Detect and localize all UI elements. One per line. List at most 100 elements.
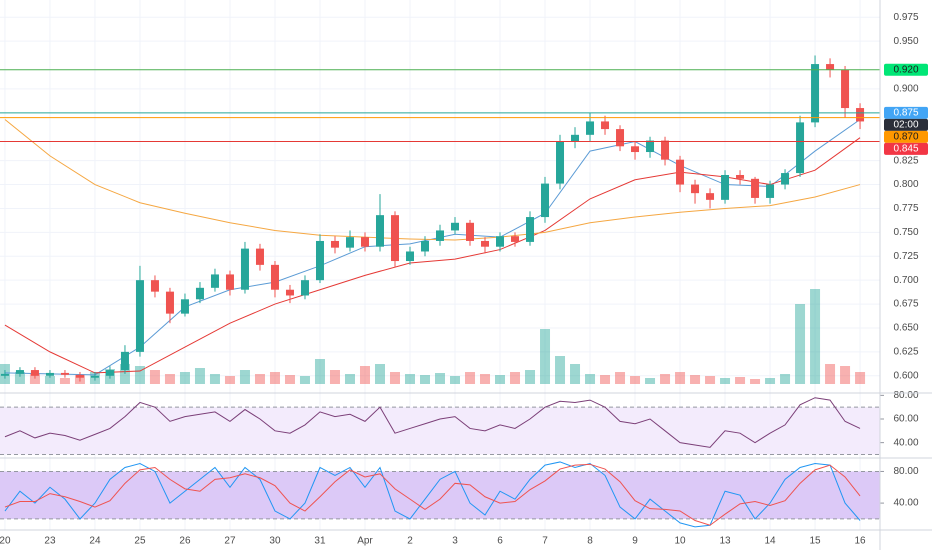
volume-bar [510, 372, 521, 384]
volume-bar [44, 376, 55, 384]
price-label-box [884, 118, 928, 131]
volume-bar [570, 364, 581, 384]
x-tick-label: 25 [134, 536, 146, 547]
indicator-band [0, 471, 880, 519]
price-label: 0.875 [893, 107, 918, 118]
candle-body [466, 222, 475, 241]
price-label-box [884, 130, 928, 143]
candle-body [120, 351, 129, 371]
y-tick-label: 0.625 [893, 347, 918, 358]
candle-body [330, 240, 339, 248]
indicator-band [0, 407, 880, 455]
volume-bar [435, 373, 445, 384]
x-tick-label: Apr [357, 536, 373, 547]
candle-body [616, 129, 625, 147]
x-tick-label: 16 [854, 536, 866, 547]
candle-body [180, 299, 189, 314]
candle-body [601, 121, 610, 130]
x-tick-label: 20 [0, 536, 11, 547]
y-tick-label: 0.825 [893, 155, 918, 166]
volume-bar [585, 374, 596, 384]
volume-bar [389, 372, 400, 384]
volume-bar [254, 374, 265, 384]
candle-body [826, 64, 835, 70]
x-tick-label: 30 [269, 536, 281, 547]
candle-body [796, 122, 805, 174]
y-tick-label: 0.600 [893, 370, 918, 381]
volume-bar [374, 364, 385, 384]
volume-bar [14, 372, 25, 384]
candle-body [646, 140, 655, 153]
volume-bar [660, 374, 671, 384]
candle-body [481, 240, 490, 247]
volume-bar [164, 374, 175, 384]
candle-body [90, 375, 99, 378]
moving-average [4, 119, 861, 241]
y-tick-label: 40.00 [893, 437, 918, 448]
moving-average [4, 137, 861, 374]
candle-body [315, 240, 324, 281]
candle-body [661, 140, 670, 160]
volume-bar [855, 372, 866, 384]
y-tick-label: 0.675 [893, 299, 918, 310]
volume-bar [299, 376, 310, 384]
y-tick-label: 0.975 [893, 12, 918, 23]
volume-bar [690, 375, 701, 384]
x-tick-label: 24 [89, 536, 101, 547]
volume-bar [224, 376, 235, 384]
volume-bar [29, 374, 40, 384]
indicator-line [4, 397, 861, 448]
x-tick-label: 14 [764, 536, 776, 547]
volume-bar [284, 375, 295, 384]
y-tick-label: 0.700 [893, 275, 918, 286]
volume-bar [134, 366, 145, 384]
x-tick-label: 9 [632, 536, 638, 547]
volume-bar [239, 370, 250, 384]
candle-body [556, 141, 565, 184]
volume-bar [480, 374, 491, 384]
volume-bar [59, 378, 70, 384]
candle-body [436, 230, 444, 241]
candle-body [75, 374, 84, 378]
volume-bar [735, 377, 746, 384]
candle-body [511, 236, 520, 242]
candle-body [631, 146, 640, 153]
candle-body [405, 251, 414, 262]
x-tick-label: 15 [809, 536, 821, 547]
x-tick-label: 8 [587, 536, 593, 547]
volume-bar [780, 374, 791, 384]
y-tick-label: 80.00 [893, 390, 918, 401]
volume-bar [615, 372, 626, 384]
candle-body [841, 69, 850, 109]
volume-bar [720, 378, 731, 384]
y-tick-label: 0.750 [893, 227, 918, 238]
candle-body [0, 373, 9, 376]
candle-body [586, 121, 595, 135]
candle-body [375, 215, 384, 247]
candle-body [526, 217, 535, 242]
candle-body [360, 237, 369, 247]
price-label: 02:00 [893, 119, 918, 130]
y-tick-label: 0.800 [893, 179, 918, 190]
y-tick-label: 40.00 [893, 498, 918, 509]
y-tick-label: 0.725 [893, 251, 918, 262]
x-tick-label: 7 [542, 536, 548, 547]
candle-body [45, 372, 54, 376]
candle-body [856, 108, 865, 122]
candle-body [225, 274, 234, 290]
volume-bar [540, 329, 551, 384]
candle-body [135, 280, 144, 352]
candle-body [541, 183, 550, 218]
x-tick-label: 31 [314, 536, 326, 547]
volume-bar [810, 289, 821, 384]
price-label: 0.920 [893, 64, 918, 75]
volume-bar [825, 364, 836, 384]
candle-body [255, 248, 264, 265]
candle-body [751, 178, 760, 198]
candle-body [30, 370, 39, 376]
y-tick-label: 0.650 [893, 323, 918, 334]
candle-body [270, 264, 279, 290]
candle-body [781, 173, 790, 185]
volume-bar [209, 374, 220, 384]
candle-body [766, 184, 775, 198]
